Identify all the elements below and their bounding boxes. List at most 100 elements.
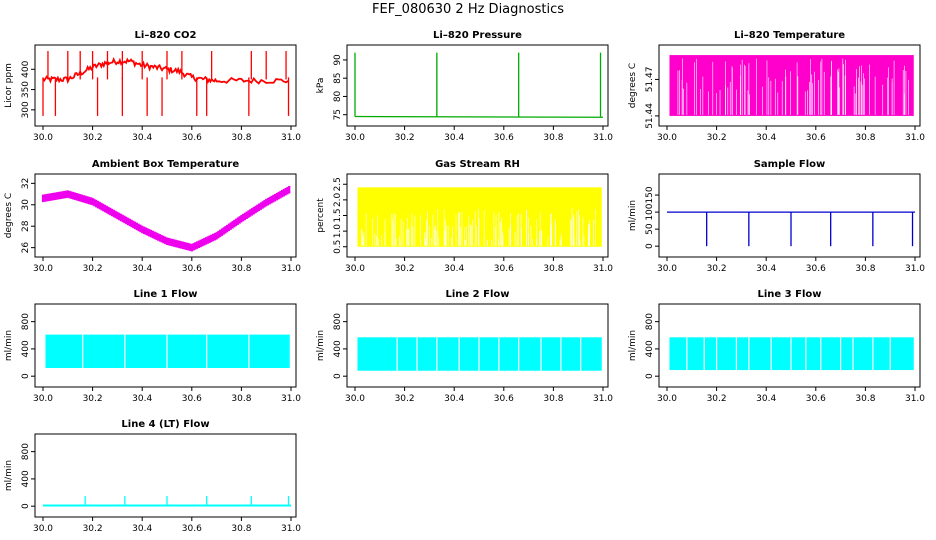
data-pressure [354,52,604,118]
x-tick-label: 30.8 [855,133,875,143]
data-box-temp [41,185,291,252]
x-tick-label: 30.6 [182,133,202,143]
data-line [354,115,604,118]
y-axis-label: ml/min [4,460,14,491]
x-tick-label: 30.8 [543,264,563,274]
y-tick-label: 300 [21,101,31,118]
y-axis-label: ml/min [316,330,326,361]
y-tick-label: 800 [333,313,343,330]
data-band [669,337,914,371]
data-licor-temp [669,55,914,116]
x-tick-label: 30.2 [395,394,415,404]
x-tick-label: 31.0 [281,524,301,534]
y-tick-label: 80 [333,90,343,102]
x-tick-label: 30.0 [33,394,53,404]
x-tick-label: 30.8 [231,524,251,534]
panel-title: Li–820 Temperature [734,30,845,41]
y-tick-label: 400 [333,340,343,357]
plot-frame [658,303,921,388]
panel-title: Line 1 Flow [134,289,198,300]
x-tick-label: 30.0 [345,264,365,274]
panel-title: Li–820 Pressure [433,30,522,41]
x-tick-label: 30.6 [806,133,826,143]
data-co2 [42,51,290,116]
plot-frame [34,44,297,127]
y-tick-label: 32 [21,178,31,189]
y-tick-label: 1.5 [333,208,343,222]
y-tick-label: 51.44 [645,103,655,129]
data-rh [357,187,602,247]
x-tick-label: 30.8 [855,264,875,274]
plot-frame [34,173,297,258]
y-tick-label: 1.0 [333,224,343,239]
x-tick-label: 31.0 [593,264,613,274]
x-tick-label: 30.4 [756,133,776,143]
panel-title: Line 2 Flow [446,289,510,300]
y-tick-label: 51.47 [645,67,655,93]
x-tick-label: 30.0 [345,394,365,404]
y-axis-label: Licor ppm [4,63,14,108]
y-tick-label: 0 [333,373,343,379]
y-tick-label: 350 [21,81,31,98]
y-axis-label: ml/min [628,330,638,361]
x-tick-label: 30.8 [231,264,251,274]
x-tick-label: 30.2 [395,133,415,143]
x-tick-label: 30.4 [756,264,776,274]
y-axis-label: kPa [316,78,326,94]
y-tick-label: 400 [21,470,31,487]
y-tick-label: 150 [645,186,655,203]
data-band [669,55,914,116]
x-tick-label: 30.8 [855,394,875,404]
data-band [357,337,602,371]
y-tick-label: 0 [21,373,31,379]
x-tick-label: 30.6 [182,524,202,534]
panel-line1-flow: Line 1 Flow 30.0 30.2 30.4 30.6 30.8 31.0 0 400 8… [4,289,301,404]
data-line2-flow [357,337,602,371]
x-tick-label: 30.2 [83,394,103,404]
y-tick-label: 30 [21,199,31,211]
x-tick-label: 30.2 [707,394,727,404]
y-axis-label: ml/min [628,200,638,231]
x-tick-label: 30.6 [494,133,514,143]
data-sample-flow [667,211,915,247]
x-tick-label: 30.4 [132,264,152,274]
panel-box-temp: Ambient Box Temperature 30.0 30.2 30.4 30.6 3… [4,159,301,274]
panel-sample-flow: Sample Flow 30.0 30.2 30.4 30.6 30.8 31.0 0 50 10… [628,159,925,274]
plot-frame [34,303,297,388]
data-line1-flow [45,334,290,368]
y-tick-label: 400 [21,60,31,77]
panel-pressure: Li–820 Pressure 30.0 30.2 30.4 30.6 30.8 31.0 7… [316,30,613,143]
data-line4-flow [43,495,291,507]
x-tick-label: 30.8 [543,133,563,143]
x-tick-label: 30.0 [657,394,677,404]
panel-title: Sample Flow [754,159,826,170]
x-tick-label: 30.0 [33,264,53,274]
y-tick-label: 400 [21,340,31,357]
panel-rh: Gas Stream RH 30.0 30.2 30.4 30.6 30.8 31.0 0.5… [316,159,613,274]
x-tick-label: 30.0 [33,524,53,534]
x-tick-label: 30.4 [132,133,152,143]
y-axis-label: percent [316,198,326,233]
x-tick-label: 30.6 [182,394,202,404]
x-tick-label: 30.6 [806,394,826,404]
x-tick-label: 30.6 [494,264,514,274]
x-tick-label: 30.2 [83,264,103,274]
figure-title: FEF_080630 2 Hz Diagnostics [372,2,564,17]
plot-frame [34,433,297,518]
y-tick-label: 800 [645,313,655,330]
x-tick-label: 30.4 [444,264,464,274]
x-tick-label: 30.2 [707,264,727,274]
x-tick-label: 30.0 [33,133,53,143]
y-axis-label: degrees C [628,63,638,108]
plot-frame [346,303,609,388]
y-axis-label: degrees C [4,193,14,238]
x-tick-label: 30.8 [231,133,251,143]
x-tick-label: 31.0 [593,394,613,404]
x-tick-label: 30.8 [231,394,251,404]
x-tick-label: 30.2 [83,524,103,534]
data-line [42,56,289,85]
x-tick-label: 30.6 [806,264,826,274]
x-tick-label: 30.8 [543,394,563,404]
x-tick-label: 30.6 [182,264,202,274]
